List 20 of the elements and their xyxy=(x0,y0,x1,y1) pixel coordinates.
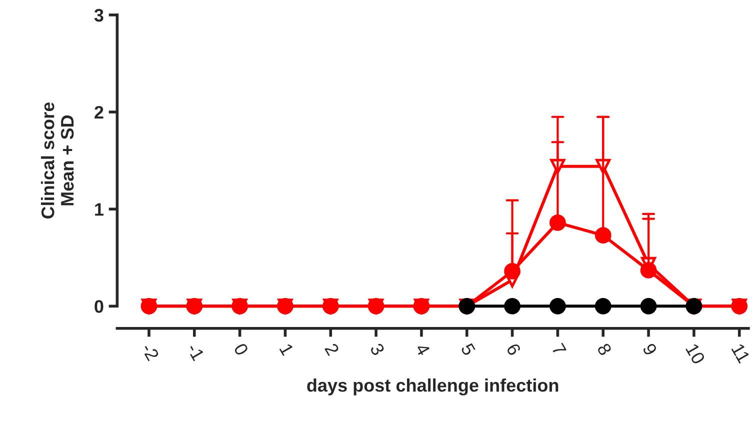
x-tick-label: 3 xyxy=(370,342,386,356)
y-tick-label: 2 xyxy=(94,106,104,119)
y-tick-label: 0 xyxy=(94,300,104,313)
y-tick-label: 3 xyxy=(94,8,104,22)
x-tick-label: 1 xyxy=(279,343,294,356)
x-tick-label: 6 xyxy=(506,342,522,356)
x-axis-title: days post challenge infection xyxy=(307,378,558,396)
x-tick-label: 7 xyxy=(552,342,566,356)
x-tick-label: 4 xyxy=(415,342,430,356)
x-tick-label: -1 xyxy=(186,342,205,362)
x-tick-label: 10 xyxy=(685,343,706,365)
y-tick-label: 1 xyxy=(95,203,104,216)
x-tick-label: -2 xyxy=(141,342,160,362)
y-axis-title: Clinical score Mean + SD xyxy=(41,102,74,219)
x-tick-label: 11 xyxy=(731,343,750,364)
x-tick-label: 9 xyxy=(642,342,658,356)
x-tick-label: 2 xyxy=(324,342,340,356)
x-tick-label: 5 xyxy=(460,342,476,356)
x-tick-label: 8 xyxy=(596,342,612,356)
x-tick-label: 0 xyxy=(233,342,249,356)
